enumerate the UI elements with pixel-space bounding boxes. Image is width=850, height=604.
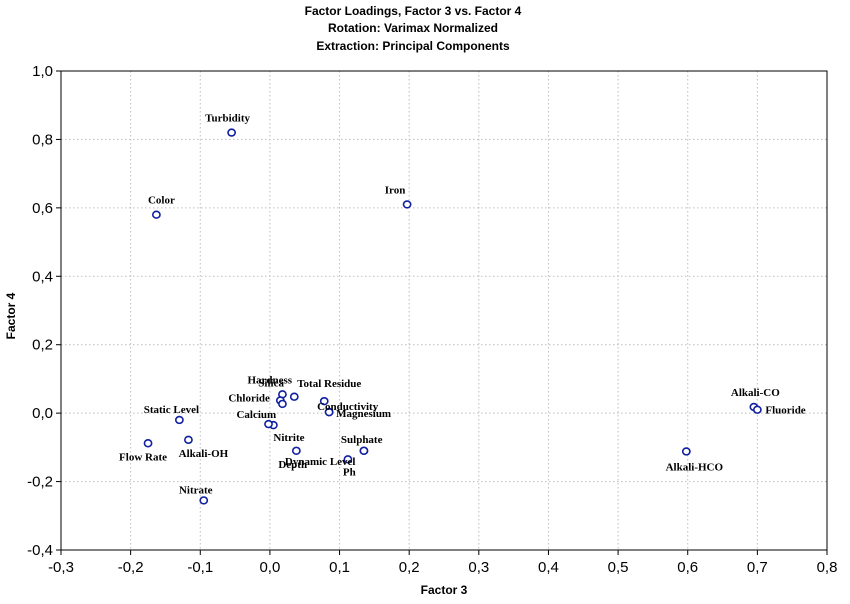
data-point (752, 405, 762, 414)
data-point (264, 419, 273, 429)
data-label: Nitrate (179, 484, 213, 496)
data-label: Total Residue (297, 378, 361, 390)
x-tick-label: 0,4 (538, 559, 559, 576)
data-label: Alkali-CO (731, 387, 780, 399)
data-point (289, 392, 299, 401)
x-tick-label: 0,1 (329, 559, 350, 576)
data-label: Fluoride (765, 405, 805, 417)
data-point (184, 435, 193, 445)
data-label: Alkali-OH (179, 448, 229, 460)
data-point (227, 128, 237, 137)
y-tick-label: -0,4 (27, 542, 53, 559)
data-point (278, 399, 287, 409)
data-labels: Turbidity Color Iron Static Level Flow Rate A… (119, 113, 806, 497)
data-point (143, 439, 153, 448)
x-tick-label: 0,8 (817, 559, 838, 576)
data-label: Chloride (228, 392, 270, 404)
chart-title: Factor Loadings, Factor 3 vs. Factor 4 (305, 4, 522, 18)
grid-lines (61, 71, 827, 550)
data-label: Depth (278, 459, 307, 471)
chart-subtitle-rotation: Rotation: Varimax Normalized (328, 21, 498, 35)
data-label: Hardness (247, 374, 292, 386)
data-label: Dynamic Level (285, 456, 356, 468)
x-tick-label: 0,6 (677, 559, 698, 576)
y-tick-label: 0,0 (32, 405, 53, 422)
data-label: Static Level (144, 404, 199, 416)
y-tick-label: 1,0 (32, 63, 53, 80)
data-label: Conductivity (317, 401, 379, 413)
x-tick-label: -0,3 (48, 559, 74, 576)
data-point (359, 446, 369, 455)
y-tick-label: -0,2 (27, 474, 53, 491)
data-point (152, 210, 161, 219)
data-label: Magnesium (336, 408, 391, 420)
x-tick-label: 0,5 (608, 559, 629, 576)
data-label: Alkali-HCO (666, 461, 724, 473)
data-point (343, 455, 353, 464)
data-label: Sulphate (341, 434, 383, 446)
x-tick-label: -0,1 (187, 559, 213, 576)
plot-frame (60, 70, 828, 551)
x-tick-label: 0,7 (747, 559, 768, 576)
x-tick-label: 0,3 (468, 559, 489, 576)
x-tick-label: 0,2 (399, 559, 420, 576)
data-label: Color (148, 195, 175, 207)
y-tick-label: 0,2 (32, 337, 53, 354)
data-label: Turbidity (205, 113, 250, 125)
data-label: Ph (343, 466, 356, 478)
data-label: Nitrite (273, 432, 304, 444)
x-tick-label: 0,0 (259, 559, 280, 576)
data-point (324, 407, 334, 417)
data-point (199, 496, 209, 505)
y-tick-label: 0,4 (32, 268, 53, 285)
data-point (291, 446, 301, 455)
chart-subtitle-extraction: Extraction: Principal Components (316, 39, 510, 53)
x-tick-label: -0,2 (118, 559, 144, 576)
data-point (174, 415, 184, 425)
data-point (402, 200, 412, 209)
axis-ticks: -0,3 -0,2 -0,1 0,0 0,1 0,2 0,3 0,4 0,5 0,6 0,7 0,8 -… (27, 63, 837, 576)
data-label: Flow Rate (119, 451, 167, 463)
data-point (681, 447, 691, 456)
data-label: Silica (258, 378, 284, 390)
data-label: Calcium (236, 409, 276, 421)
data-points (143, 128, 762, 505)
y-tick-label: 0,8 (32, 131, 53, 148)
y-tick-label: 0,6 (32, 200, 53, 217)
data-label: Iron (385, 184, 406, 196)
data-point (319, 396, 329, 406)
y-axis-label: Factor 4 (4, 292, 18, 339)
x-axis-label: Factor 3 (421, 583, 468, 597)
